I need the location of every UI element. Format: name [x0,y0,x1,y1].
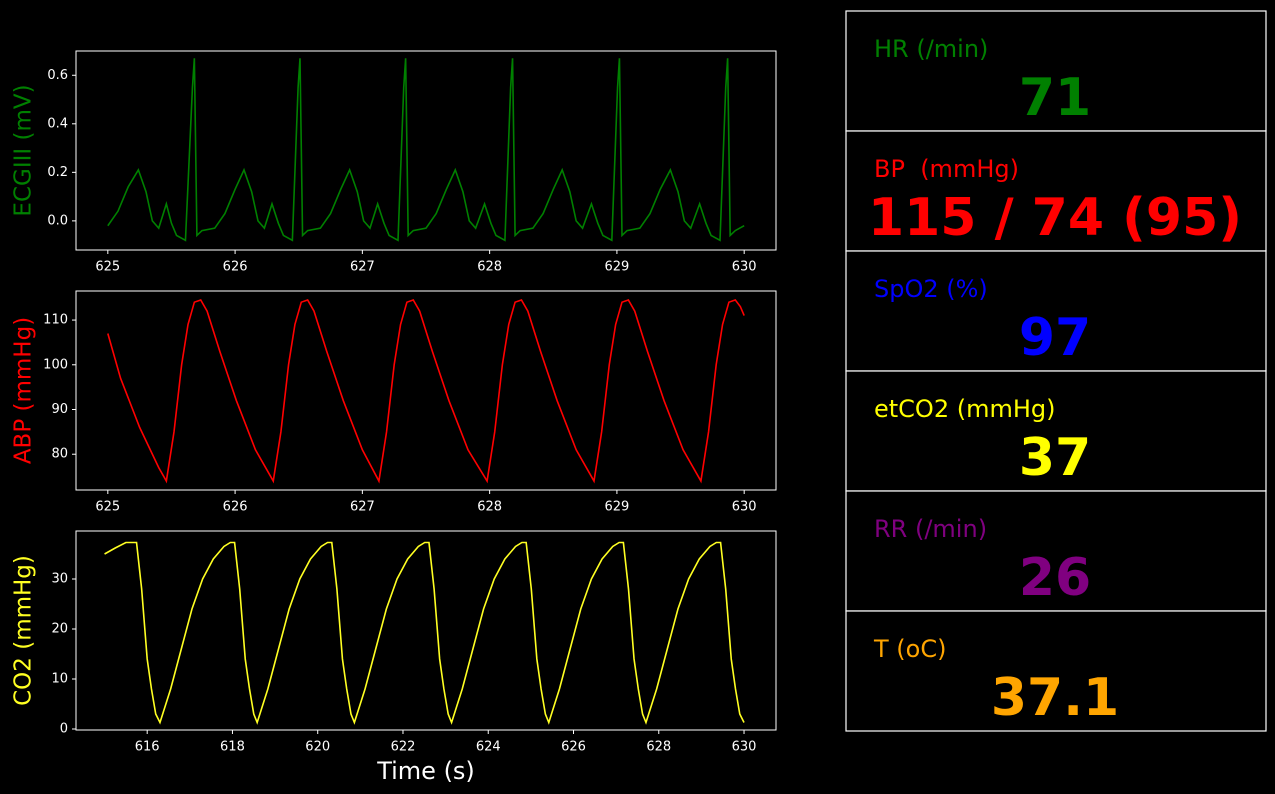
y-tick-label: 0.2 [47,165,68,180]
x-tick-label: 628 [477,260,502,275]
vital-panel [845,370,1267,492]
vital-value: 115 / 74 (95) [868,188,1242,248]
waveform [104,541,745,725]
vital-label: HR (/min) [874,35,988,63]
vital-value: 26 [1019,548,1091,608]
vital-panel [845,10,1267,132]
x-tick-label: 627 [350,500,375,515]
x-tick-label: 630 [732,500,757,515]
x-tick-label: 625 [95,500,120,515]
waveform [107,58,745,242]
vital-value: 37.1 [991,668,1119,728]
y-tick-label: 0 [60,722,68,737]
vital-panel [845,250,1267,372]
x-axis-label: Time (s) [376,757,475,785]
y-tick-label: 80 [51,447,68,462]
x-tick-label: 622 [391,740,416,755]
y-tick-label: 0.4 [47,116,68,131]
x-tick-label: 629 [604,260,629,275]
vital-value: 37 [1019,428,1091,488]
vital-label: T (oC) [873,635,946,663]
axes-frame [75,50,777,251]
x-tick-label: 625 [95,260,120,275]
vital-label: BP (mmHg) [874,155,1019,183]
axes-frame [75,290,777,491]
x-tick-label: 628 [477,500,502,515]
x-tick-label: 626 [223,500,248,515]
y-tick-label: 10 [51,672,68,687]
y-axis-label: ABP (mmHg) [11,317,37,464]
y-tick-label: 0.6 [47,68,68,83]
waveform [107,298,745,484]
x-tick-label: 620 [305,740,330,755]
vital-label: SpO2 (%) [874,275,988,303]
x-tick-label: 630 [732,260,757,275]
x-tick-label: 627 [350,260,375,275]
vital-panel [845,490,1267,612]
vital-label: RR (/min) [874,515,987,543]
x-tick-label: 629 [604,500,629,515]
y-tick-label: 30 [51,572,68,587]
y-tick-label: 100 [43,357,68,372]
y-axis-label: ECGIII (mV) [11,84,37,216]
y-axis-label: CO2 (mmHg) [11,555,37,706]
x-tick-label: 616 [135,740,160,755]
x-tick-label: 618 [220,740,245,755]
x-tick-label: 628 [646,740,671,755]
x-tick-label: 626 [561,740,586,755]
vital-value: 97 [1019,308,1091,368]
y-tick-label: 20 [51,622,68,637]
y-tick-label: 0.0 [47,213,68,228]
x-tick-label: 626 [223,260,248,275]
x-tick-label: 630 [732,740,757,755]
y-tick-label: 110 [43,313,68,328]
vital-value: 71 [1019,68,1091,128]
axes-frame [75,530,777,731]
vital-panel [845,610,1267,732]
x-tick-label: 624 [476,740,501,755]
vital-label: etCO2 (mmHg) [874,395,1056,423]
y-tick-label: 90 [51,402,68,417]
